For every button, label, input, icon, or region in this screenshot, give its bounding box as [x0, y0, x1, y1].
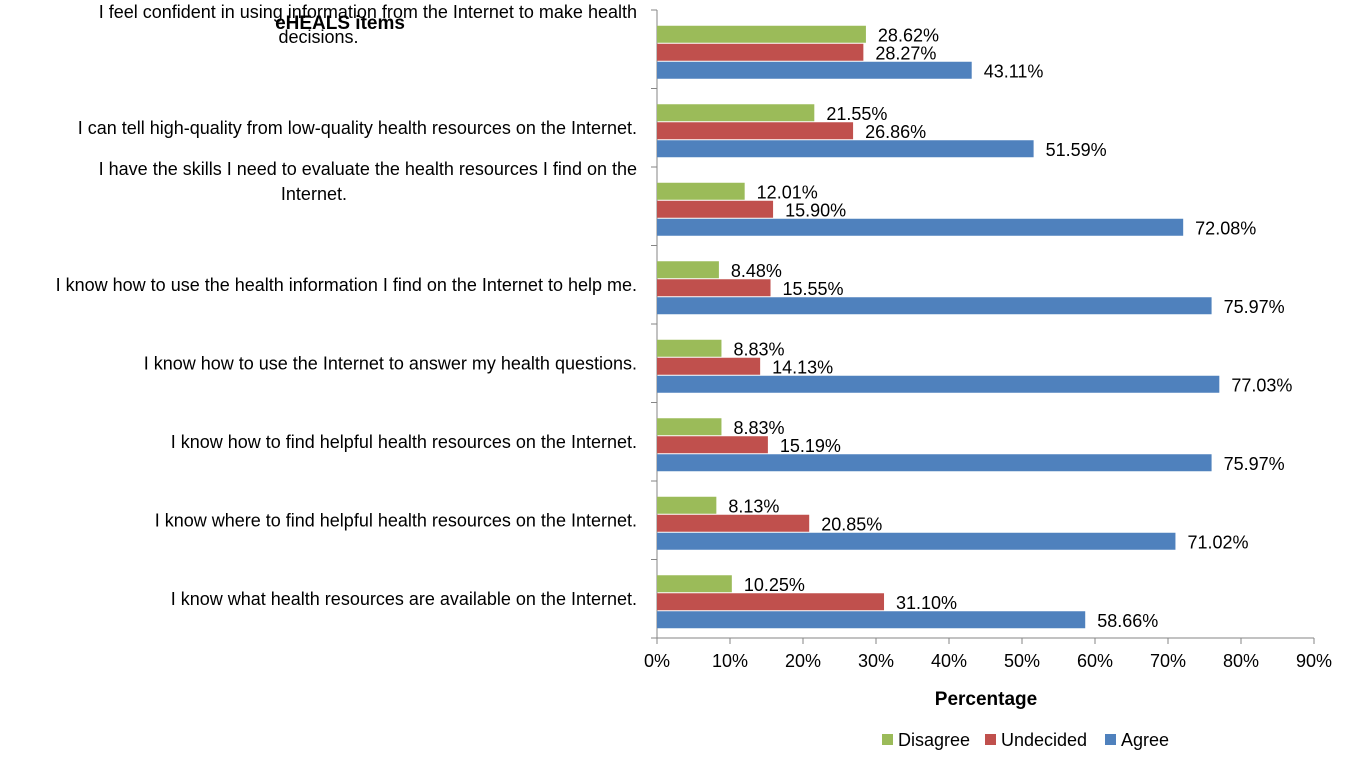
- y-axis-title: eHEALS items: [275, 13, 405, 34]
- bar-disagree: [657, 104, 815, 122]
- bar-agree: [657, 611, 1086, 629]
- bar-disagree: [657, 182, 745, 200]
- bar-agree: [657, 140, 1034, 158]
- legend-label: Disagree: [898, 730, 970, 750]
- y-tick-label: I have the skills I need to evaluate the…: [99, 159, 637, 179]
- legend-swatch: [985, 734, 996, 745]
- x-tick-label: 70%: [1150, 651, 1186, 671]
- bar-agree: [657, 375, 1220, 393]
- y-tick-label: I feel confident in using information fr…: [99, 2, 637, 22]
- x-tick-label: 20%: [785, 651, 821, 671]
- data-label: 28.62%: [878, 25, 939, 45]
- data-label: 75.97%: [1224, 297, 1285, 317]
- x-tick-label: 50%: [1004, 651, 1040, 671]
- y-tick-label: I know how to find helpful health resour…: [171, 432, 637, 452]
- bar-agree: [657, 532, 1176, 550]
- data-label: 12.01%: [757, 182, 818, 202]
- data-label: 58.66%: [1097, 611, 1158, 631]
- data-label: 75.97%: [1224, 454, 1285, 474]
- x-tick-label: 80%: [1223, 651, 1259, 671]
- bar-undecided: [657, 122, 854, 140]
- bar-disagree: [657, 418, 722, 436]
- data-label: 10.25%: [744, 575, 805, 595]
- legend-swatch: [882, 734, 893, 745]
- plot-area: 0% 10% 20% 30% 40% 50% 60% 70% 80% 90% I feel conf…: [56, 2, 1332, 671]
- bar-undecided: [657, 514, 810, 532]
- bar-undecided: [657, 357, 761, 375]
- bar-undecided: [657, 279, 771, 297]
- data-label: 43.11%: [984, 61, 1044, 81]
- data-label: 8.83%: [733, 339, 784, 359]
- bar-agree: [657, 454, 1212, 472]
- y-tick-label: I know how to use the Internet to answer…: [144, 353, 637, 373]
- bar-disagree: [657, 575, 732, 593]
- data-label: 8.13%: [728, 496, 779, 516]
- bar-undecided: [657, 43, 864, 61]
- bar-disagree: [657, 496, 717, 514]
- legend-swatch: [1105, 734, 1116, 745]
- data-label: 77.03%: [1231, 375, 1292, 395]
- legend-label: Agree: [1121, 730, 1169, 750]
- data-label: 8.83%: [733, 418, 784, 438]
- x-tick-label: 30%: [858, 651, 894, 671]
- data-label: 15.90%: [785, 200, 846, 220]
- data-label: 71.02%: [1187, 532, 1248, 552]
- bar-agree: [657, 61, 972, 79]
- data-label: 72.08%: [1195, 218, 1256, 238]
- data-label: 20.85%: [821, 514, 882, 534]
- data-label: 21.55%: [826, 104, 887, 124]
- data-label: 8.48%: [731, 261, 782, 281]
- data-label: 31.10%: [896, 593, 957, 613]
- bar-agree: [657, 218, 1184, 236]
- bar-undecided: [657, 593, 885, 611]
- x-tick-label: 0%: [644, 651, 670, 671]
- bar-undecided: [657, 436, 768, 454]
- bar-undecided: [657, 200, 774, 218]
- legend: Disagree Undecided Agree: [882, 730, 1169, 750]
- data-label: 15.55%: [783, 279, 844, 299]
- y-tick-label: I know how to use the health information…: [56, 275, 637, 295]
- x-tick-label: 90%: [1296, 651, 1332, 671]
- y-tick-label: I can tell high-quality from low-quality…: [78, 118, 637, 138]
- y-tick-label: Internet.: [281, 184, 347, 204]
- data-label: 15.19%: [780, 436, 841, 456]
- y-tick-label: I know what health resources are availab…: [171, 589, 637, 609]
- data-label: 28.27%: [875, 43, 936, 63]
- x-tick-label: 60%: [1077, 651, 1113, 671]
- legend-label: Undecided: [1001, 730, 1087, 750]
- x-tick-label: 40%: [931, 651, 967, 671]
- bar-agree: [657, 297, 1212, 315]
- data-label: 51.59%: [1046, 140, 1107, 160]
- data-label: 26.86%: [865, 122, 926, 142]
- bar-disagree: [657, 25, 866, 43]
- bar-disagree: [657, 261, 719, 279]
- x-axis-title: Percentage: [935, 689, 1037, 710]
- bar-disagree: [657, 339, 722, 357]
- x-tick-label: 10%: [712, 651, 748, 671]
- data-label: 14.13%: [772, 357, 833, 377]
- y-tick-label: I know where to find helpful health reso…: [155, 510, 637, 530]
- y-tick-label: decisions.: [278, 27, 358, 47]
